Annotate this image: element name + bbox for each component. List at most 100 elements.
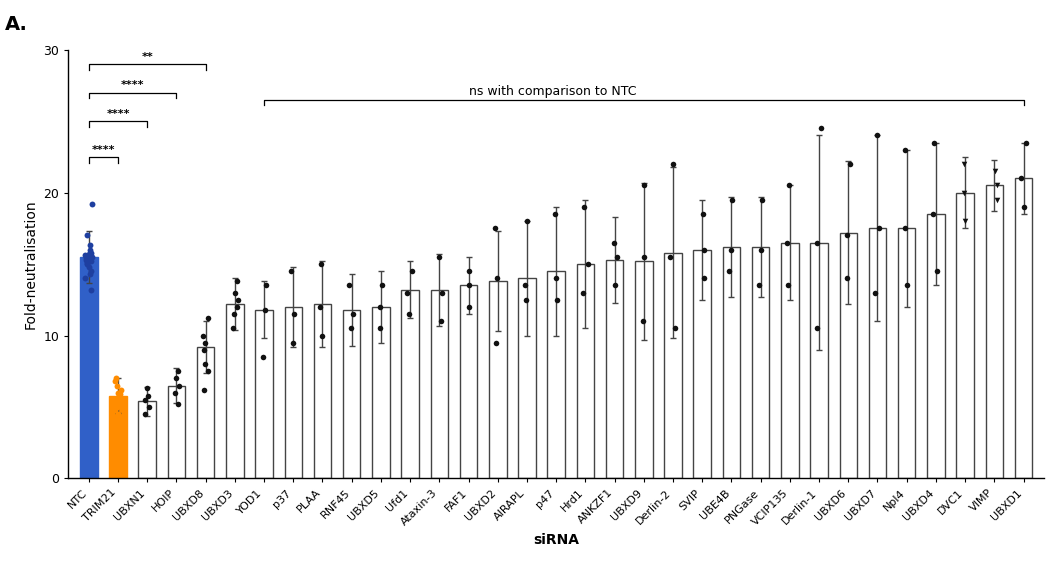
Point <box>372 302 389 311</box>
Point <box>109 402 126 411</box>
Point <box>549 295 566 304</box>
Point <box>925 210 941 219</box>
Point <box>107 405 124 414</box>
Point <box>548 274 564 283</box>
Point <box>83 257 100 266</box>
Point <box>76 251 93 260</box>
Point <box>808 324 825 333</box>
Point <box>110 395 127 404</box>
Bar <box>840 233 857 478</box>
Point <box>809 238 826 247</box>
Point <box>896 145 913 154</box>
Point <box>720 267 737 276</box>
Point <box>956 160 973 169</box>
Point <box>83 285 100 294</box>
Point <box>780 181 797 190</box>
Bar <box>460 285 478 478</box>
Point <box>574 288 591 297</box>
Point <box>841 160 858 169</box>
Point <box>106 377 123 386</box>
Point <box>779 281 796 290</box>
Point <box>955 188 972 197</box>
Point <box>110 410 127 419</box>
Point <box>896 224 913 233</box>
Point <box>80 262 97 271</box>
Point <box>576 202 593 211</box>
Point <box>258 281 275 290</box>
Bar <box>401 290 419 478</box>
Point <box>110 391 127 400</box>
Point <box>285 338 302 347</box>
Point <box>870 224 887 233</box>
Point <box>110 388 127 397</box>
Bar <box>80 257 97 478</box>
Point <box>109 400 126 409</box>
Point <box>899 281 916 290</box>
X-axis label: siRNA: siRNA <box>533 533 579 547</box>
Bar <box>139 401 156 478</box>
Point <box>695 245 712 254</box>
Point <box>399 288 416 297</box>
Point <box>77 255 94 264</box>
Point <box>199 367 216 376</box>
Point <box>229 302 246 311</box>
Point <box>546 210 563 219</box>
Point <box>78 258 95 267</box>
Point <box>80 250 97 259</box>
Point <box>635 181 652 190</box>
Point <box>196 360 213 369</box>
Point <box>486 224 503 233</box>
Point <box>227 288 244 297</box>
Point <box>957 217 974 226</box>
Point <box>226 310 243 319</box>
Text: ns with comparison to NTC: ns with comparison to NTC <box>469 84 636 97</box>
Point <box>282 267 299 276</box>
Point <box>77 254 94 263</box>
Point <box>167 374 184 383</box>
Point <box>341 281 358 290</box>
Point <box>752 245 769 254</box>
Bar <box>226 304 244 478</box>
Point <box>664 160 681 169</box>
Point <box>285 310 302 319</box>
Bar <box>898 228 915 478</box>
Bar <box>1015 178 1033 478</box>
Text: **: ** <box>141 52 154 62</box>
Point <box>430 252 447 261</box>
Point <box>929 267 946 276</box>
Bar <box>928 214 945 478</box>
Point <box>112 386 129 395</box>
Point <box>111 392 128 401</box>
Point <box>109 398 126 407</box>
Point <box>78 231 95 240</box>
Point <box>137 410 154 419</box>
Point <box>254 352 271 361</box>
Text: ****: **** <box>106 109 130 119</box>
Bar <box>109 396 127 478</box>
Point <box>82 241 98 250</box>
Bar <box>868 228 886 478</box>
Point <box>868 131 885 140</box>
Point <box>986 166 1003 175</box>
Point <box>84 252 101 261</box>
Point <box>345 310 362 319</box>
Point <box>312 260 329 269</box>
Bar <box>518 278 536 478</box>
Point <box>197 338 214 347</box>
Point <box>988 195 1005 204</box>
Point <box>839 274 856 283</box>
Bar <box>694 250 711 478</box>
Point <box>82 252 98 261</box>
Point <box>488 274 505 283</box>
Bar <box>372 307 390 478</box>
Point <box>696 274 713 283</box>
Bar <box>343 310 360 478</box>
Point <box>169 367 186 376</box>
Point <box>78 260 95 269</box>
Point <box>169 400 186 409</box>
Point <box>196 386 213 395</box>
Point <box>866 288 883 297</box>
Point <box>342 324 359 333</box>
Point <box>229 295 246 304</box>
Point <box>606 238 623 247</box>
